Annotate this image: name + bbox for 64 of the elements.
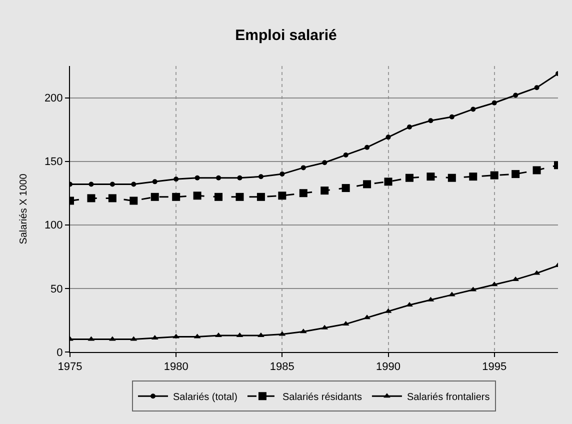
point bbox=[363, 180, 372, 188]
point bbox=[130, 196, 138, 205]
x-tick-label: 1980 bbox=[164, 361, 188, 374]
point bbox=[278, 192, 286, 200]
y-tick-label: 150 bbox=[44, 156, 63, 168]
point bbox=[322, 160, 328, 166]
point bbox=[428, 118, 434, 124]
y-tick-label: 50 bbox=[50, 283, 63, 296]
y-axis-title: Salariés X 1000 bbox=[18, 173, 30, 244]
point bbox=[193, 192, 202, 200]
point bbox=[236, 192, 244, 201]
legend-label: Salariés (total) bbox=[173, 392, 238, 403]
point bbox=[87, 194, 96, 202]
point bbox=[216, 175, 222, 180]
x-tick-label: 1985 bbox=[270, 361, 294, 374]
point bbox=[490, 171, 498, 180]
point bbox=[449, 114, 454, 120]
point bbox=[469, 172, 478, 181]
point bbox=[256, 192, 265, 201]
point bbox=[280, 172, 285, 177]
legend-label: Salariés résidants bbox=[282, 392, 362, 403]
point bbox=[342, 184, 350, 192]
point bbox=[108, 194, 116, 202]
point bbox=[299, 189, 308, 198]
x-tick-label: 1975 bbox=[58, 361, 82, 374]
point bbox=[470, 106, 476, 112]
point bbox=[426, 172, 435, 181]
point bbox=[194, 175, 200, 180]
point bbox=[513, 92, 518, 98]
point bbox=[131, 182, 136, 187]
point bbox=[152, 179, 158, 184]
point bbox=[364, 314, 370, 320]
point bbox=[406, 124, 412, 130]
legend-label: Salariés frontaliers bbox=[406, 392, 490, 403]
point bbox=[343, 152, 348, 158]
point bbox=[386, 134, 391, 140]
point bbox=[448, 174, 456, 182]
point bbox=[532, 166, 541, 174]
line-series bbox=[70, 262, 558, 341]
point bbox=[214, 192, 223, 201]
x-tick-label: 1990 bbox=[376, 361, 400, 374]
y-tick-label: 200 bbox=[44, 92, 63, 105]
point bbox=[534, 85, 540, 90]
point bbox=[300, 165, 306, 170]
point bbox=[215, 332, 222, 337]
point bbox=[405, 174, 414, 182]
point bbox=[320, 186, 329, 195]
point bbox=[492, 100, 497, 106]
point bbox=[150, 192, 159, 201]
point bbox=[174, 176, 179, 182]
point bbox=[172, 192, 180, 201]
point bbox=[364, 144, 370, 150]
point bbox=[258, 174, 264, 180]
point bbox=[384, 178, 392, 186]
y-tick-label: 0 bbox=[56, 346, 63, 359]
x-tick-label: 1995 bbox=[482, 361, 507, 374]
chart-title: Emploi salarié bbox=[235, 27, 337, 44]
point bbox=[258, 332, 264, 337]
point bbox=[512, 170, 520, 178]
point bbox=[406, 302, 413, 306]
y-tick-label: 100 bbox=[44, 220, 63, 232]
point bbox=[237, 175, 242, 180]
point bbox=[88, 182, 94, 187]
point bbox=[110, 182, 115, 187]
